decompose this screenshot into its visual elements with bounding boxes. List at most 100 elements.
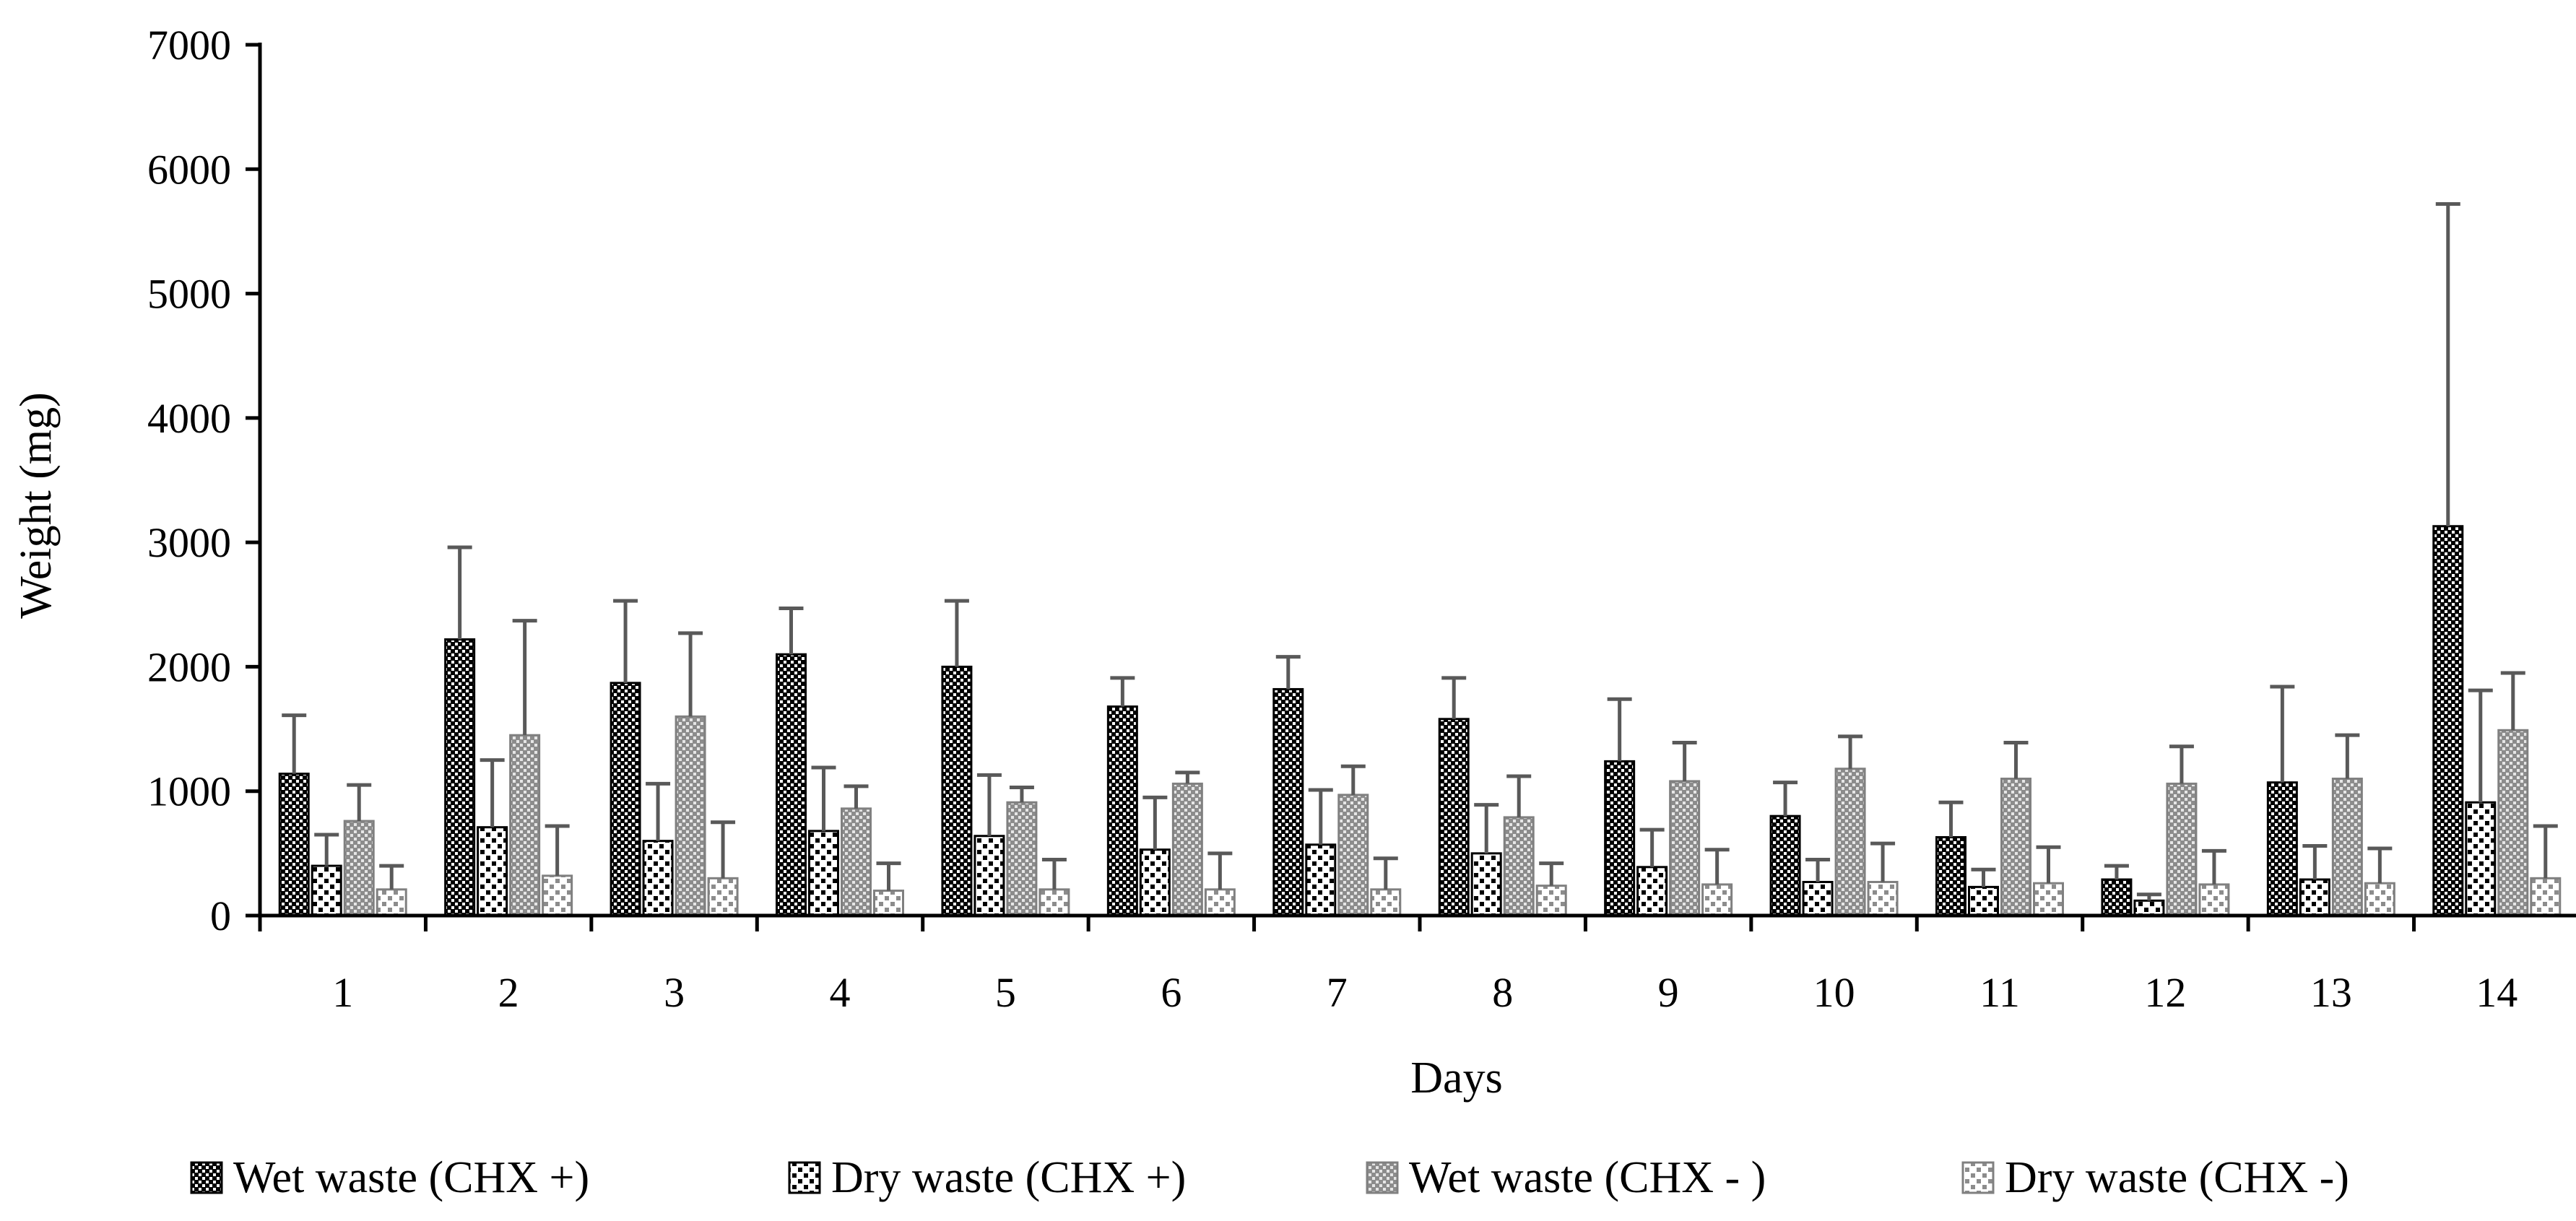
legend-item-2: Dry waste (CHX +) <box>788 1153 1186 1202</box>
x-tick-label-12: 12 <box>2144 969 2186 1016</box>
bar-3-day-10 <box>1834 768 1866 917</box>
bar-4-day-7 <box>1370 888 1402 917</box>
error-bar-1-day-13 <box>2270 685 2295 783</box>
error-bar-3-day-5 <box>1009 786 1034 803</box>
bar-4-day-8 <box>1535 885 1567 917</box>
bar-4-day-14 <box>2530 877 2562 917</box>
error-bar-3-day-9 <box>1672 741 1697 781</box>
bar-3-day-13 <box>2331 777 2363 917</box>
error-bar-2-day-6 <box>1142 795 1168 850</box>
bar-3-day-11 <box>2000 777 2031 917</box>
error-bar-3-day-6 <box>1175 770 1200 784</box>
legend-label-2: Dry waste (CHX +) <box>831 1153 1186 1202</box>
error-bar-4-day-12 <box>2201 848 2226 885</box>
error-bar-1-day-4 <box>779 606 804 655</box>
x-tick-label-2: 2 <box>498 969 519 1016</box>
y-tick-label-7000: 7000 <box>147 22 231 69</box>
error-bars <box>282 202 2558 901</box>
bar-2-day-1 <box>311 864 342 917</box>
error-bar-2-day-10 <box>1805 857 1831 882</box>
error-bar-1-day-10 <box>1773 781 1798 817</box>
error-bar-4-day-7 <box>1373 856 1398 890</box>
bar-1-day-8 <box>1438 718 1470 917</box>
bars <box>278 525 2562 917</box>
error-bar-4-day-6 <box>1207 851 1233 890</box>
error-bar-1-day-6 <box>1110 676 1135 707</box>
bar-1-day-1 <box>278 773 310 917</box>
bar-3-day-14 <box>2497 729 2529 917</box>
error-bar-3-day-3 <box>678 631 703 717</box>
legend-swatch-3 <box>1366 1161 1399 1194</box>
bar-2-day-8 <box>1470 852 1502 917</box>
legend-item-1: Wet waste (CHX +) <box>190 1153 589 1202</box>
error-bar-1-day-11 <box>1938 800 1964 838</box>
x-tick-label-9: 9 <box>1658 969 1679 1016</box>
error-bar-3-day-14 <box>2500 671 2525 731</box>
legend-swatch-1 <box>190 1161 223 1194</box>
x-tick-label-8: 8 <box>1492 969 1513 1016</box>
legend-label-4: Dry waste (CHX -) <box>2005 1153 2349 1202</box>
bar-3-day-12 <box>2166 782 2198 917</box>
error-bar-4-day-11 <box>2036 845 2061 884</box>
x-tick-label-14: 14 <box>2476 969 2518 1016</box>
error-bar-3-day-10 <box>1838 734 1863 769</box>
bar-4-day-12 <box>2198 883 2230 917</box>
error-bar-4-day-9 <box>1704 848 1730 885</box>
error-bar-4-day-10 <box>1870 841 1896 882</box>
error-bar-2-day-2 <box>480 758 505 827</box>
bar-3-day-6 <box>1171 782 1203 917</box>
legend-item-4: Dry waste (CHX -) <box>1961 1153 2349 1202</box>
bar-3-day-7 <box>1337 794 1369 917</box>
error-bar-4-day-3 <box>711 820 736 879</box>
x-tick-label-5: 5 <box>995 969 1016 1016</box>
bar-4-day-10 <box>1867 880 1899 917</box>
error-bar-2-day-13 <box>2302 844 2328 880</box>
bar-1-day-14 <box>2432 525 2464 917</box>
bar-1-day-6 <box>1106 705 1138 917</box>
legend-swatch-2 <box>788 1161 821 1194</box>
legend-swatch-4 <box>1961 1161 1995 1194</box>
bar-2-day-9 <box>1636 866 1668 917</box>
error-bar-2-day-14 <box>2468 688 2493 803</box>
axes <box>246 43 2576 931</box>
legend-label-3: Wet waste (CHX - ) <box>1409 1153 1766 1202</box>
x-tick-label-1: 1 <box>332 969 353 1016</box>
y-tick-label-0: 0 <box>210 892 231 939</box>
bar-2-day-5 <box>973 835 1005 917</box>
error-bar-4-day-8 <box>1539 861 1564 886</box>
bar-4-day-5 <box>1038 888 1070 917</box>
x-axis-title: Days <box>1410 1053 1502 1103</box>
error-bar-3-day-13 <box>2335 733 2360 779</box>
bar-1-day-9 <box>1604 760 1636 917</box>
x-tick-label-3: 3 <box>664 969 685 1016</box>
y-tick-label-5000: 5000 <box>147 271 231 318</box>
error-bar-3-day-1 <box>347 783 372 822</box>
bar-1-day-3 <box>610 682 641 917</box>
error-bar-1-day-3 <box>613 599 638 683</box>
error-bar-3-day-2 <box>512 619 537 736</box>
x-tick-label-10: 10 <box>1813 969 1855 1016</box>
bar-2-day-2 <box>477 826 508 917</box>
bar-1-day-12 <box>2101 878 2133 917</box>
bar-4-day-1 <box>376 888 407 917</box>
bar-4-day-4 <box>873 890 904 917</box>
bar-1-day-10 <box>1769 814 1801 917</box>
error-bar-2-day-7 <box>1308 788 1333 845</box>
error-bar-3-day-7 <box>1340 764 1366 795</box>
y-tick-label-2000: 2000 <box>147 643 231 690</box>
error-bar-4-day-2 <box>545 824 570 876</box>
error-bar-4-day-1 <box>379 864 404 890</box>
bar-3-day-2 <box>509 734 541 917</box>
bar-3-day-8 <box>1503 816 1535 917</box>
error-bar-2-day-3 <box>646 781 671 841</box>
bar-2-day-7 <box>1305 843 1337 917</box>
bar-3-day-3 <box>675 715 706 917</box>
error-bar-3-day-8 <box>1506 774 1532 817</box>
bar-4-day-6 <box>1204 888 1236 917</box>
error-bar-1-day-2 <box>447 545 472 640</box>
error-bar-3-day-4 <box>844 784 869 809</box>
bar-1-day-4 <box>776 653 807 917</box>
x-tick-label-13: 13 <box>2310 969 2352 1016</box>
